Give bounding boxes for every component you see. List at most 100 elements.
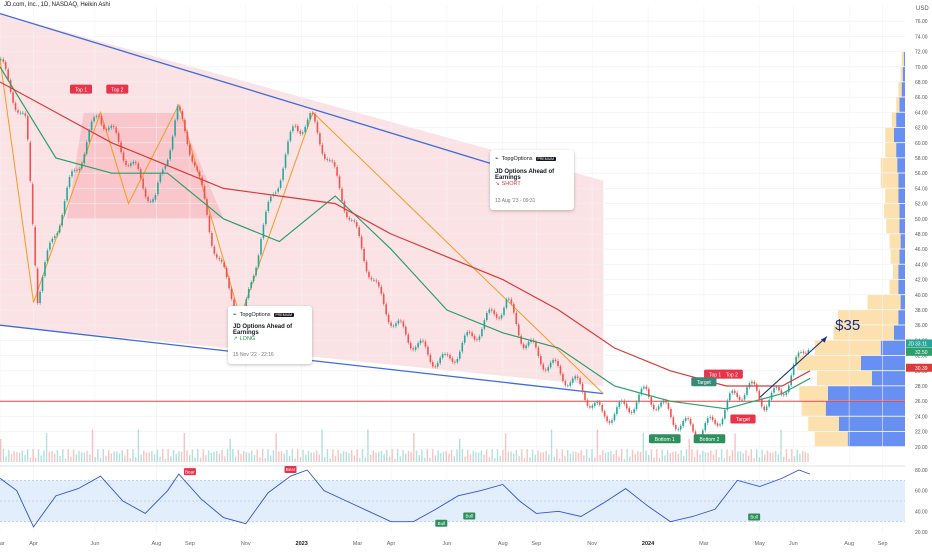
candle [547, 367, 549, 371]
price-tag-value: 33.11 [915, 341, 927, 347]
candle [245, 299, 248, 310]
candle [198, 171, 201, 177]
candle [189, 144, 191, 155]
candle [90, 121, 93, 130]
idea-card-short[interactable]: ⌁ TopgOptions PREMIUM JD Options Ahead o… [490, 150, 574, 210]
volume-bar [518, 455, 520, 462]
target-arrowhead [820, 336, 827, 343]
volume-bar [502, 450, 504, 462]
candle [591, 405, 594, 408]
volume-bar [615, 449, 618, 462]
volume-bar [40, 455, 42, 462]
candle [510, 299, 513, 304]
volume-profile-bar [817, 370, 872, 386]
candle [414, 347, 417, 350]
candle [135, 162, 137, 164]
volume-bar [189, 455, 191, 462]
volume-profile-bar [814, 340, 881, 355]
candle [449, 354, 451, 359]
candle [503, 307, 505, 315]
volume-bar [283, 453, 285, 462]
time-tick-label: Sep [531, 541, 541, 547]
volume-bar [218, 453, 221, 462]
volume-bar [777, 454, 780, 462]
volume-bar [680, 449, 682, 462]
candle [287, 141, 289, 154]
volume-bar [294, 458, 296, 462]
candle [611, 420, 613, 423]
volume-bar [515, 450, 518, 462]
volume-bar [278, 451, 280, 462]
candle [792, 364, 795, 375]
volume-bar [91, 429, 94, 462]
symbol-title: JD.com, Inc., 1D, NASDAQ, Heikin Ashi [4, 2, 111, 8]
volume-profile-bar [880, 173, 899, 188]
price-tick-label: 38.00 [915, 308, 928, 314]
volume-bar [302, 449, 304, 462]
volume-bar [102, 449, 105, 462]
volume-profile-bar [808, 416, 839, 431]
price-tag-symbol: JD [908, 341, 915, 347]
candle [137, 163, 140, 169]
candle [743, 395, 746, 400]
candle [83, 154, 86, 164]
volume-profile-bar [901, 82, 905, 97]
volume-bar [629, 456, 631, 462]
candle [468, 331, 471, 333]
candle [378, 282, 380, 287]
time-tick-label: Nov [587, 541, 597, 547]
candle [147, 197, 149, 202]
candle [304, 126, 306, 133]
candle [51, 238, 54, 242]
volume-bar [480, 450, 483, 462]
volume-bar [796, 449, 798, 462]
candle [508, 298, 510, 300]
volume-bar [186, 450, 188, 462]
candle [454, 361, 456, 363]
volume-bar [270, 455, 272, 462]
volume-profile-bar [890, 249, 900, 264]
volume-bar [342, 451, 345, 462]
volume-profile-bar [891, 112, 897, 127]
volume-bar [394, 458, 396, 462]
volume-bar [742, 453, 744, 462]
price-tick-label: 60.00 [915, 141, 928, 147]
candle [608, 421, 611, 423]
short-arrow-icon: ↘ [495, 181, 500, 187]
volume-bar [237, 449, 240, 462]
candle [709, 417, 711, 418]
volume-bar [83, 452, 86, 462]
candle [603, 411, 606, 417]
candle [110, 125, 113, 128]
volume-bar [664, 455, 666, 462]
idea-card-long[interactable]: ⌁ TopgOptions PREMIUM JD Options Ahead o… [228, 306, 312, 364]
candle [49, 242, 51, 250]
candle [569, 382, 572, 386]
volume-profile-bar [899, 249, 905, 264]
candle [517, 324, 520, 336]
volume-bar [534, 454, 537, 462]
candle [159, 174, 162, 182]
volume-bar [807, 453, 809, 462]
time-tick-label: Aug [498, 541, 508, 547]
candle [0, 58, 2, 60]
volume-bar [59, 456, 61, 462]
idea-timestamp: 13 Aug '23 - 09:31 [495, 198, 536, 204]
volume-profile-bar [872, 370, 905, 386]
candle [498, 317, 500, 319]
candle [370, 277, 373, 280]
candle [520, 335, 522, 344]
candle [481, 328, 483, 337]
volume-bar [437, 450, 439, 462]
price-tick-label: 48.00 [915, 232, 928, 238]
candle [527, 341, 530, 346]
volume-bar [367, 429, 369, 462]
volume-bar [688, 438, 690, 462]
price-tick-label: 70.00 [915, 65, 928, 71]
volume-bar [707, 452, 709, 462]
volume-bar [118, 453, 121, 462]
volume-profile-bar [885, 142, 897, 158]
candle [193, 162, 196, 166]
